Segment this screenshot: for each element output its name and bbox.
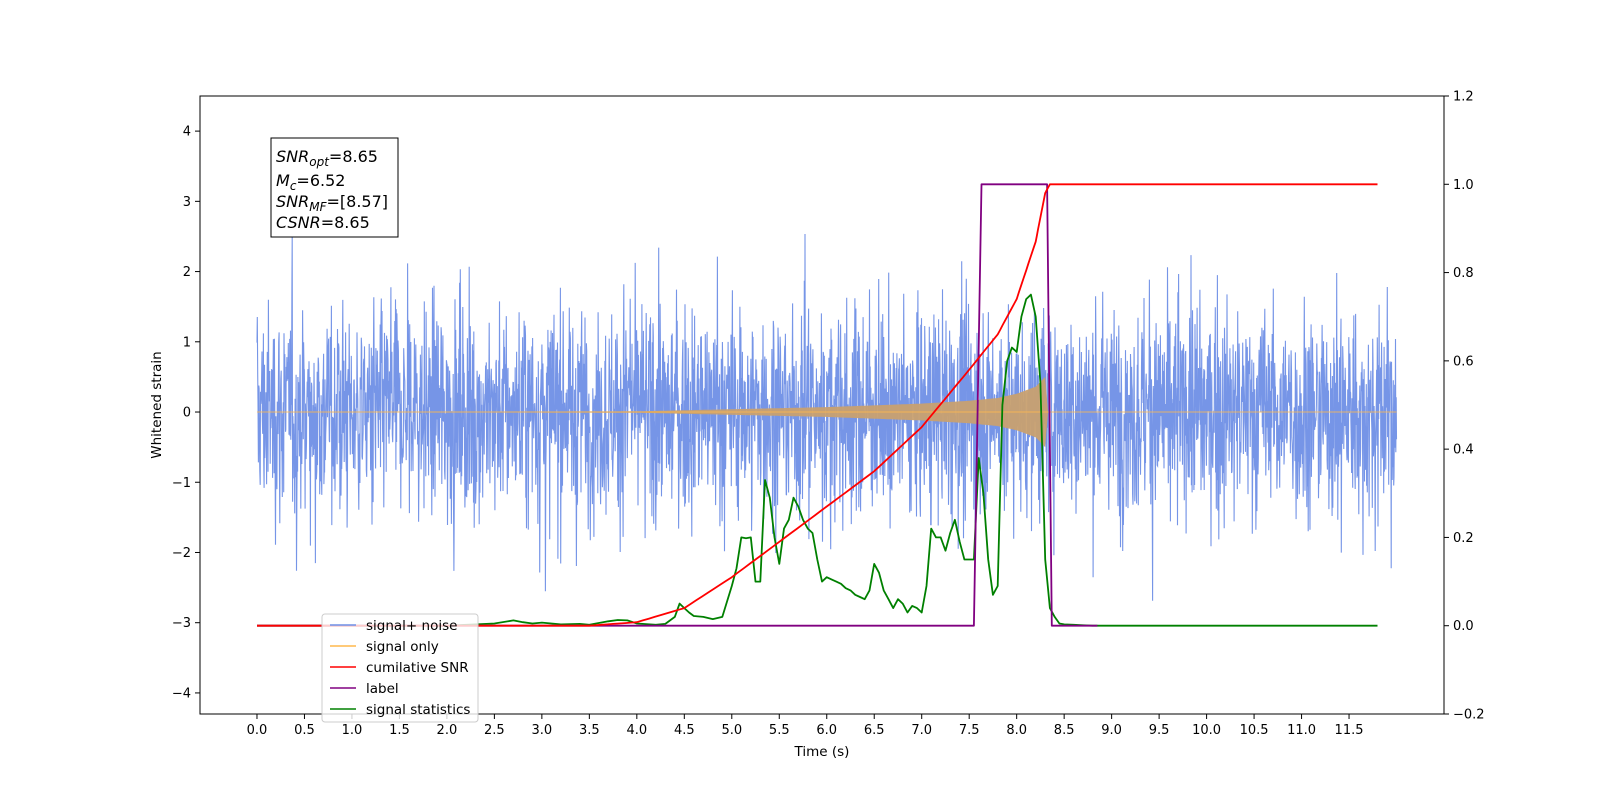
y-tick-label: −1 xyxy=(172,476,191,491)
x-tick-label: 1.0 xyxy=(342,723,363,738)
x-axis-ticks: 0.0 0.5 1.0 1.5 2.0 2.5 3.0 3.5 4.0 4.5 5.0 5.5 6.0 6… xyxy=(247,714,1364,738)
legend: signal+ noise signal only cumilative SNR… xyxy=(321,613,479,723)
y2-tick-label: 0.0 xyxy=(1453,619,1474,634)
left-y-axis-ticks: 4 3 2 1 0 −1 −2 −3 −4 xyxy=(172,125,200,701)
x-tick-label: 11.5 xyxy=(1335,723,1364,738)
x-tick-label: 9.0 xyxy=(1101,723,1122,738)
y2-tick-label: 0.4 xyxy=(1453,443,1474,458)
x-tick-label: 7.0 xyxy=(911,723,932,738)
legend-label-label: label xyxy=(366,681,399,697)
x-tick-label: 3.0 xyxy=(532,723,553,738)
series-line-signal-statistics xyxy=(257,293,1378,627)
x-tick-label: 6.0 xyxy=(816,723,837,738)
y2-tick-label: 1.2 xyxy=(1453,90,1474,105)
annotation-mc: Mc=6.52 xyxy=(276,171,345,193)
series-line-signal-noise xyxy=(256,233,1398,601)
y-tick-label: 0 xyxy=(183,406,191,421)
plot-area xyxy=(256,183,1398,627)
series-line-label xyxy=(257,183,1098,627)
x-tick-label: 3.5 xyxy=(579,723,600,738)
x-tick-label: 10.0 xyxy=(1192,723,1221,738)
x-tick-label: 5.5 xyxy=(769,723,790,738)
y2-tick-label: 0.8 xyxy=(1453,266,1474,281)
y-tick-label: 1 xyxy=(183,335,191,350)
x-tick-label: 6.5 xyxy=(864,723,885,738)
annotation-csnr: CSNR=8.65 xyxy=(276,213,370,232)
x-tick-label: 1.5 xyxy=(389,723,410,738)
series-line-cumulative-snr xyxy=(257,183,1378,627)
x-tick-label: 2.0 xyxy=(437,723,458,738)
x-tick-label: 0.0 xyxy=(247,723,268,738)
x-tick-label: 9.5 xyxy=(1149,723,1170,738)
x-tick-label: 7.5 xyxy=(959,723,980,738)
legend-label-cumulative-snr: cumilative SNR xyxy=(366,660,469,676)
snr-annotation-box: SNRopt=8.65 Mc=6.52 SNRMF=[8.57] CSNR=8.… xyxy=(270,137,399,238)
annotation-snr-opt: SNRopt=8.65 xyxy=(276,147,378,169)
right-y-axis-ticks: 1.2 1.0 0.8 0.6 0.4 0.2 0.0 −0.2 xyxy=(1444,90,1485,723)
axes-frame xyxy=(199,95,1445,715)
annotation-snr-mf: SNRMF=[8.57] xyxy=(276,192,388,214)
y-tick-label: −2 xyxy=(172,546,191,561)
x-tick-label: 4.0 xyxy=(626,723,647,738)
x-tick-label: 2.5 xyxy=(484,723,505,738)
x-tick-label: 5.0 xyxy=(721,723,742,738)
legend-label-signal-noise: signal+ noise xyxy=(366,618,457,634)
x-tick-label: 10.5 xyxy=(1240,723,1269,738)
y-axis-label: Whitened strain xyxy=(149,351,165,458)
y-tick-label: 3 xyxy=(183,195,191,210)
y-tick-label: −4 xyxy=(172,686,191,701)
legend-label-signal-only: signal only xyxy=(366,639,439,655)
x-tick-label: 4.5 xyxy=(674,723,695,738)
y-tick-label: 2 xyxy=(183,265,191,280)
x-tick-label: 8.0 xyxy=(1006,723,1027,738)
y2-tick-label: 0.6 xyxy=(1453,354,1474,369)
legend-label-signal-statistics: signal statistics xyxy=(366,702,470,718)
x-tick-label: 11.0 xyxy=(1287,723,1316,738)
y2-tick-label: 1.0 xyxy=(1453,178,1474,193)
y2-tick-label: 0.2 xyxy=(1453,531,1474,546)
x-tick-label: 0.5 xyxy=(294,723,315,738)
y-tick-label: 4 xyxy=(183,125,191,140)
y-tick-label: −3 xyxy=(172,616,191,631)
x-axis-label: Time (s) xyxy=(794,744,850,760)
x-tick-label: 8.5 xyxy=(1054,723,1075,738)
y2-tick-label: −0.2 xyxy=(1453,708,1485,723)
